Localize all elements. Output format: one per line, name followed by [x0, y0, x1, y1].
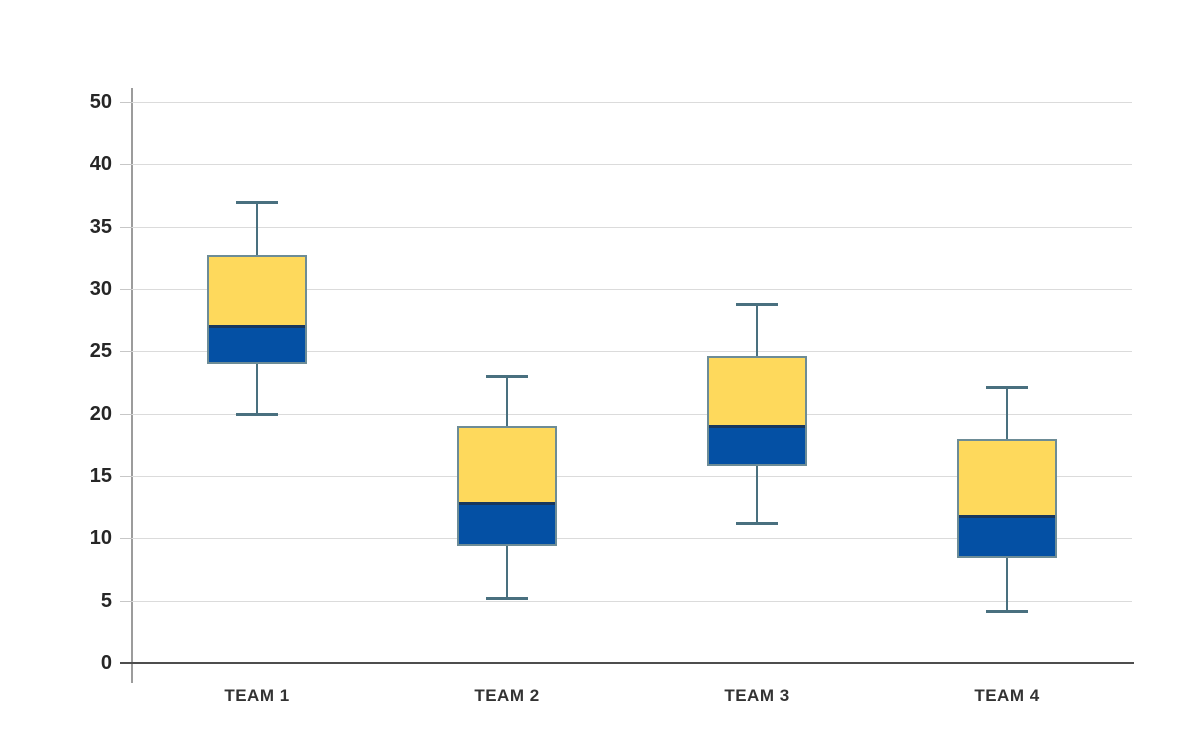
lower-whisker-stem [506, 545, 508, 599]
upper-whisker-cap [236, 200, 278, 204]
x-axis-line [120, 662, 1134, 664]
box-team-1 [207, 255, 307, 364]
y-tick-label: 15 [89, 465, 112, 487]
x-category-label: TEAM 2 [474, 686, 540, 705]
upper-whisker-cap [486, 375, 528, 379]
y-axis-tick [120, 600, 132, 602]
median-line [709, 425, 805, 429]
gridline [132, 102, 1132, 103]
upper-whisker-cap [986, 386, 1028, 390]
upper-whisker-stem [756, 303, 758, 357]
box-team-4 [957, 438, 1057, 559]
y-tick-label: 30 [89, 278, 112, 300]
gridline [132, 538, 1132, 540]
box-upper-quartile [459, 428, 555, 504]
median-line [459, 502, 555, 506]
median-line [959, 514, 1055, 518]
y-tick-label: 25 [89, 340, 112, 363]
y-tick-label: 20 [89, 402, 112, 425]
box-team-2 [457, 426, 557, 546]
y-axis-tick [120, 413, 132, 415]
gridline [132, 351, 1132, 353]
box-team-3 [707, 356, 807, 467]
y-axis-tick [120, 289, 132, 290]
box-lower-quartile [709, 426, 805, 465]
upper-whisker-cap [736, 302, 778, 306]
gridline [132, 226, 1132, 228]
y-axis-tick [120, 351, 132, 353]
lower-whisker-stem [256, 363, 258, 414]
gridline [132, 600, 1132, 602]
y-axis-tick [120, 164, 132, 166]
box-upper-quartile [209, 257, 305, 327]
box-lower-quartile [459, 503, 555, 544]
box-lower-quartile [209, 326, 305, 362]
lower-whisker-cap [236, 412, 278, 416]
y-tick-label: 5 [100, 589, 112, 612]
gridline [132, 164, 1132, 166]
lower-whisker-cap [486, 597, 528, 601]
y-axis-tick [120, 476, 132, 477]
lower-whisker-cap [736, 522, 778, 526]
y-tick-label: 0 [100, 652, 112, 674]
median-line [209, 325, 305, 329]
y-axis-tick [120, 538, 132, 540]
gridline [132, 476, 1132, 477]
y-axis-tick [120, 226, 132, 228]
y-axis-tick [120, 102, 132, 103]
x-category-label: TEAM 3 [724, 686, 790, 705]
y-tick-label: 40 [89, 153, 112, 176]
lower-whisker-stem [756, 466, 758, 524]
gridline [132, 289, 1132, 290]
x-category-label: TEAM 4 [974, 686, 1040, 705]
box-upper-quartile [709, 358, 805, 427]
y-axis-line [131, 88, 133, 683]
lower-whisker-cap [986, 609, 1028, 613]
gridline [132, 413, 1132, 415]
upper-whisker-stem [1006, 387, 1008, 439]
x-category-label: TEAM 1 [224, 686, 290, 705]
box-lower-quartile [959, 515, 1055, 557]
y-tick-label: 35 [89, 215, 112, 238]
y-tick-label: 50 [89, 91, 112, 113]
lower-whisker-stem [1006, 558, 1008, 611]
plot-area [120, 102, 1134, 664]
upper-whisker-stem [256, 201, 258, 256]
upper-whisker-stem [506, 376, 508, 427]
box-upper-quartile [959, 440, 1055, 516]
y-tick-label: 10 [89, 527, 112, 550]
